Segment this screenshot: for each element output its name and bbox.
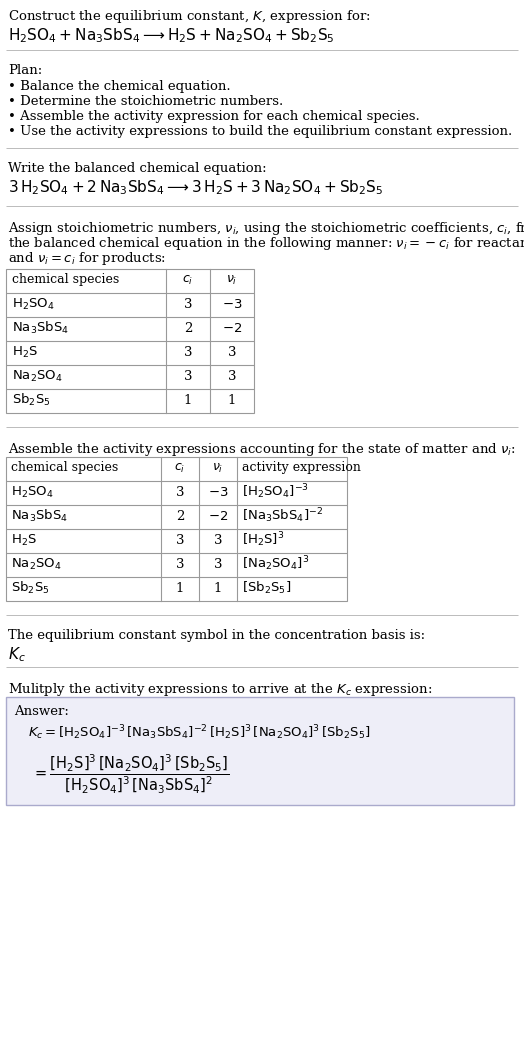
Text: $\mathrm{Sb_2S_5}$: $\mathrm{Sb_2S_5}$	[11, 580, 50, 596]
Text: The equilibrium constant symbol in the concentration basis is:: The equilibrium constant symbol in the c…	[8, 629, 425, 642]
Text: Assemble the activity expressions accounting for the state of matter and $\nu_i$: Assemble the activity expressions accoun…	[8, 441, 516, 458]
Text: $\mathrm{H_2SO_4 + Na_3SbS_4 \longrightarrow H_2S + Na_2SO_4 + Sb_2S_5}$: $\mathrm{H_2SO_4 + Na_3SbS_4 \longrighta…	[8, 26, 335, 45]
Text: 1: 1	[184, 393, 192, 406]
Text: 3: 3	[176, 558, 184, 570]
Text: $c_i$: $c_i$	[174, 461, 185, 475]
Text: • Use the activity expressions to build the equilibrium constant expression.: • Use the activity expressions to build …	[8, 125, 512, 138]
Bar	[6, 269, 254, 413]
Text: $[\mathrm{H_2S}]^{3}$: $[\mathrm{H_2S}]^{3}$	[242, 531, 285, 550]
Text: 1: 1	[176, 582, 184, 594]
Text: $\mathrm{Sb_2S_5}$: $\mathrm{Sb_2S_5}$	[12, 392, 51, 408]
Text: $[\mathrm{H_2SO_4}]^{-3}$: $[\mathrm{H_2SO_4}]^{-3}$	[242, 483, 309, 502]
Text: 3: 3	[228, 370, 236, 382]
Text: $\mathrm{H_2S}$: $\mathrm{H_2S}$	[11, 532, 37, 548]
Text: 2: 2	[176, 509, 184, 523]
Text: $\mathrm{H_2SO_4}$: $\mathrm{H_2SO_4}$	[11, 484, 53, 500]
Text: 1: 1	[228, 393, 236, 406]
Text: $\mathrm{H_2SO_4}$: $\mathrm{H_2SO_4}$	[12, 297, 54, 311]
Text: and $\nu_i = c_i$ for products:: and $\nu_i = c_i$ for products:	[8, 250, 166, 266]
Text: $-3$: $-3$	[222, 298, 242, 310]
Text: $\mathrm{Na_2SO_4}$: $\mathrm{Na_2SO_4}$	[11, 557, 62, 572]
Bar	[6, 697, 514, 805]
Text: $= \dfrac{[\mathrm{H_2S}]^3\,[\mathrm{Na_2SO_4}]^3\,[\mathrm{Sb_2S_5}]}{[\mathrm: $= \dfrac{[\mathrm{H_2S}]^3\,[\mathrm{Na…	[32, 753, 230, 796]
Text: 3: 3	[184, 346, 192, 358]
Text: $3\,\mathrm{H_2SO_4 + 2\,Na_3SbS_4 \longrightarrow 3\,H_2S + 3\,Na_2SO_4 + Sb_2S: $3\,\mathrm{H_2SO_4 + 2\,Na_3SbS_4 \long…	[8, 178, 384, 197]
Text: 3: 3	[176, 485, 184, 499]
Text: $\nu_i$: $\nu_i$	[212, 461, 224, 475]
Text: 3: 3	[214, 533, 222, 547]
Text: $\mathrm{H_2S}$: $\mathrm{H_2S}$	[12, 345, 38, 359]
Text: chemical species: chemical species	[12, 274, 119, 286]
Text: • Determine the stoichiometric numbers.: • Determine the stoichiometric numbers.	[8, 95, 283, 108]
Text: • Balance the chemical equation.: • Balance the chemical equation.	[8, 80, 231, 93]
Text: • Assemble the activity expression for each chemical species.: • Assemble the activity expression for e…	[8, 110, 420, 123]
Text: 3: 3	[184, 298, 192, 310]
Bar	[6, 457, 347, 601]
Text: 3: 3	[176, 533, 184, 547]
Text: Write the balanced chemical equation:: Write the balanced chemical equation:	[8, 162, 267, 175]
Text: 2: 2	[184, 322, 192, 334]
Text: $\mathrm{Na_2SO_4}$: $\mathrm{Na_2SO_4}$	[12, 369, 63, 383]
Text: $K_c$: $K_c$	[8, 645, 26, 664]
Text: $-3$: $-3$	[208, 485, 228, 499]
Text: Assign stoichiometric numbers, $\nu_i$, using the stoichiometric coefficients, $: Assign stoichiometric numbers, $\nu_i$, …	[8, 220, 524, 237]
Text: $-2$: $-2$	[222, 322, 242, 334]
Text: $[\mathrm{Na_3SbS_4}]^{-2}$: $[\mathrm{Na_3SbS_4}]^{-2}$	[242, 507, 323, 526]
Text: Construct the equilibrium constant, $K$, expression for:: Construct the equilibrium constant, $K$,…	[8, 8, 370, 25]
Text: $K_c = [\mathrm{H_2SO_4}]^{-3}\,[\mathrm{Na_3SbS_4}]^{-2}\,[\mathrm{H_2S}]^3\,[\: $K_c = [\mathrm{H_2SO_4}]^{-3}\,[\mathrm…	[28, 723, 370, 741]
Text: Answer:: Answer:	[14, 705, 69, 718]
Text: $\mathrm{Na_3SbS_4}$: $\mathrm{Na_3SbS_4}$	[11, 508, 68, 524]
Text: 1: 1	[214, 582, 222, 594]
Text: 3: 3	[184, 370, 192, 382]
Text: $-2$: $-2$	[208, 509, 228, 523]
Text: $[\mathrm{Sb_2S_5}]$: $[\mathrm{Sb_2S_5}]$	[242, 580, 291, 596]
Text: Plan:: Plan:	[8, 64, 42, 77]
Text: Mulitply the activity expressions to arrive at the $K_c$ expression:: Mulitply the activity expressions to arr…	[8, 681, 432, 699]
Text: activity expression: activity expression	[242, 461, 361, 475]
Text: $\nu_i$: $\nu_i$	[226, 274, 238, 286]
Text: 3: 3	[214, 558, 222, 570]
Text: $\mathrm{Na_3SbS_4}$: $\mathrm{Na_3SbS_4}$	[12, 320, 69, 336]
Text: the balanced chemical equation in the following manner: $\nu_i = -c_i$ for react: the balanced chemical equation in the fo…	[8, 235, 524, 252]
Text: chemical species: chemical species	[11, 461, 118, 475]
Text: $[\mathrm{Na_2SO_4}]^{3}$: $[\mathrm{Na_2SO_4}]^{3}$	[242, 555, 309, 574]
Text: $c_i$: $c_i$	[182, 274, 194, 286]
Text: 3: 3	[228, 346, 236, 358]
